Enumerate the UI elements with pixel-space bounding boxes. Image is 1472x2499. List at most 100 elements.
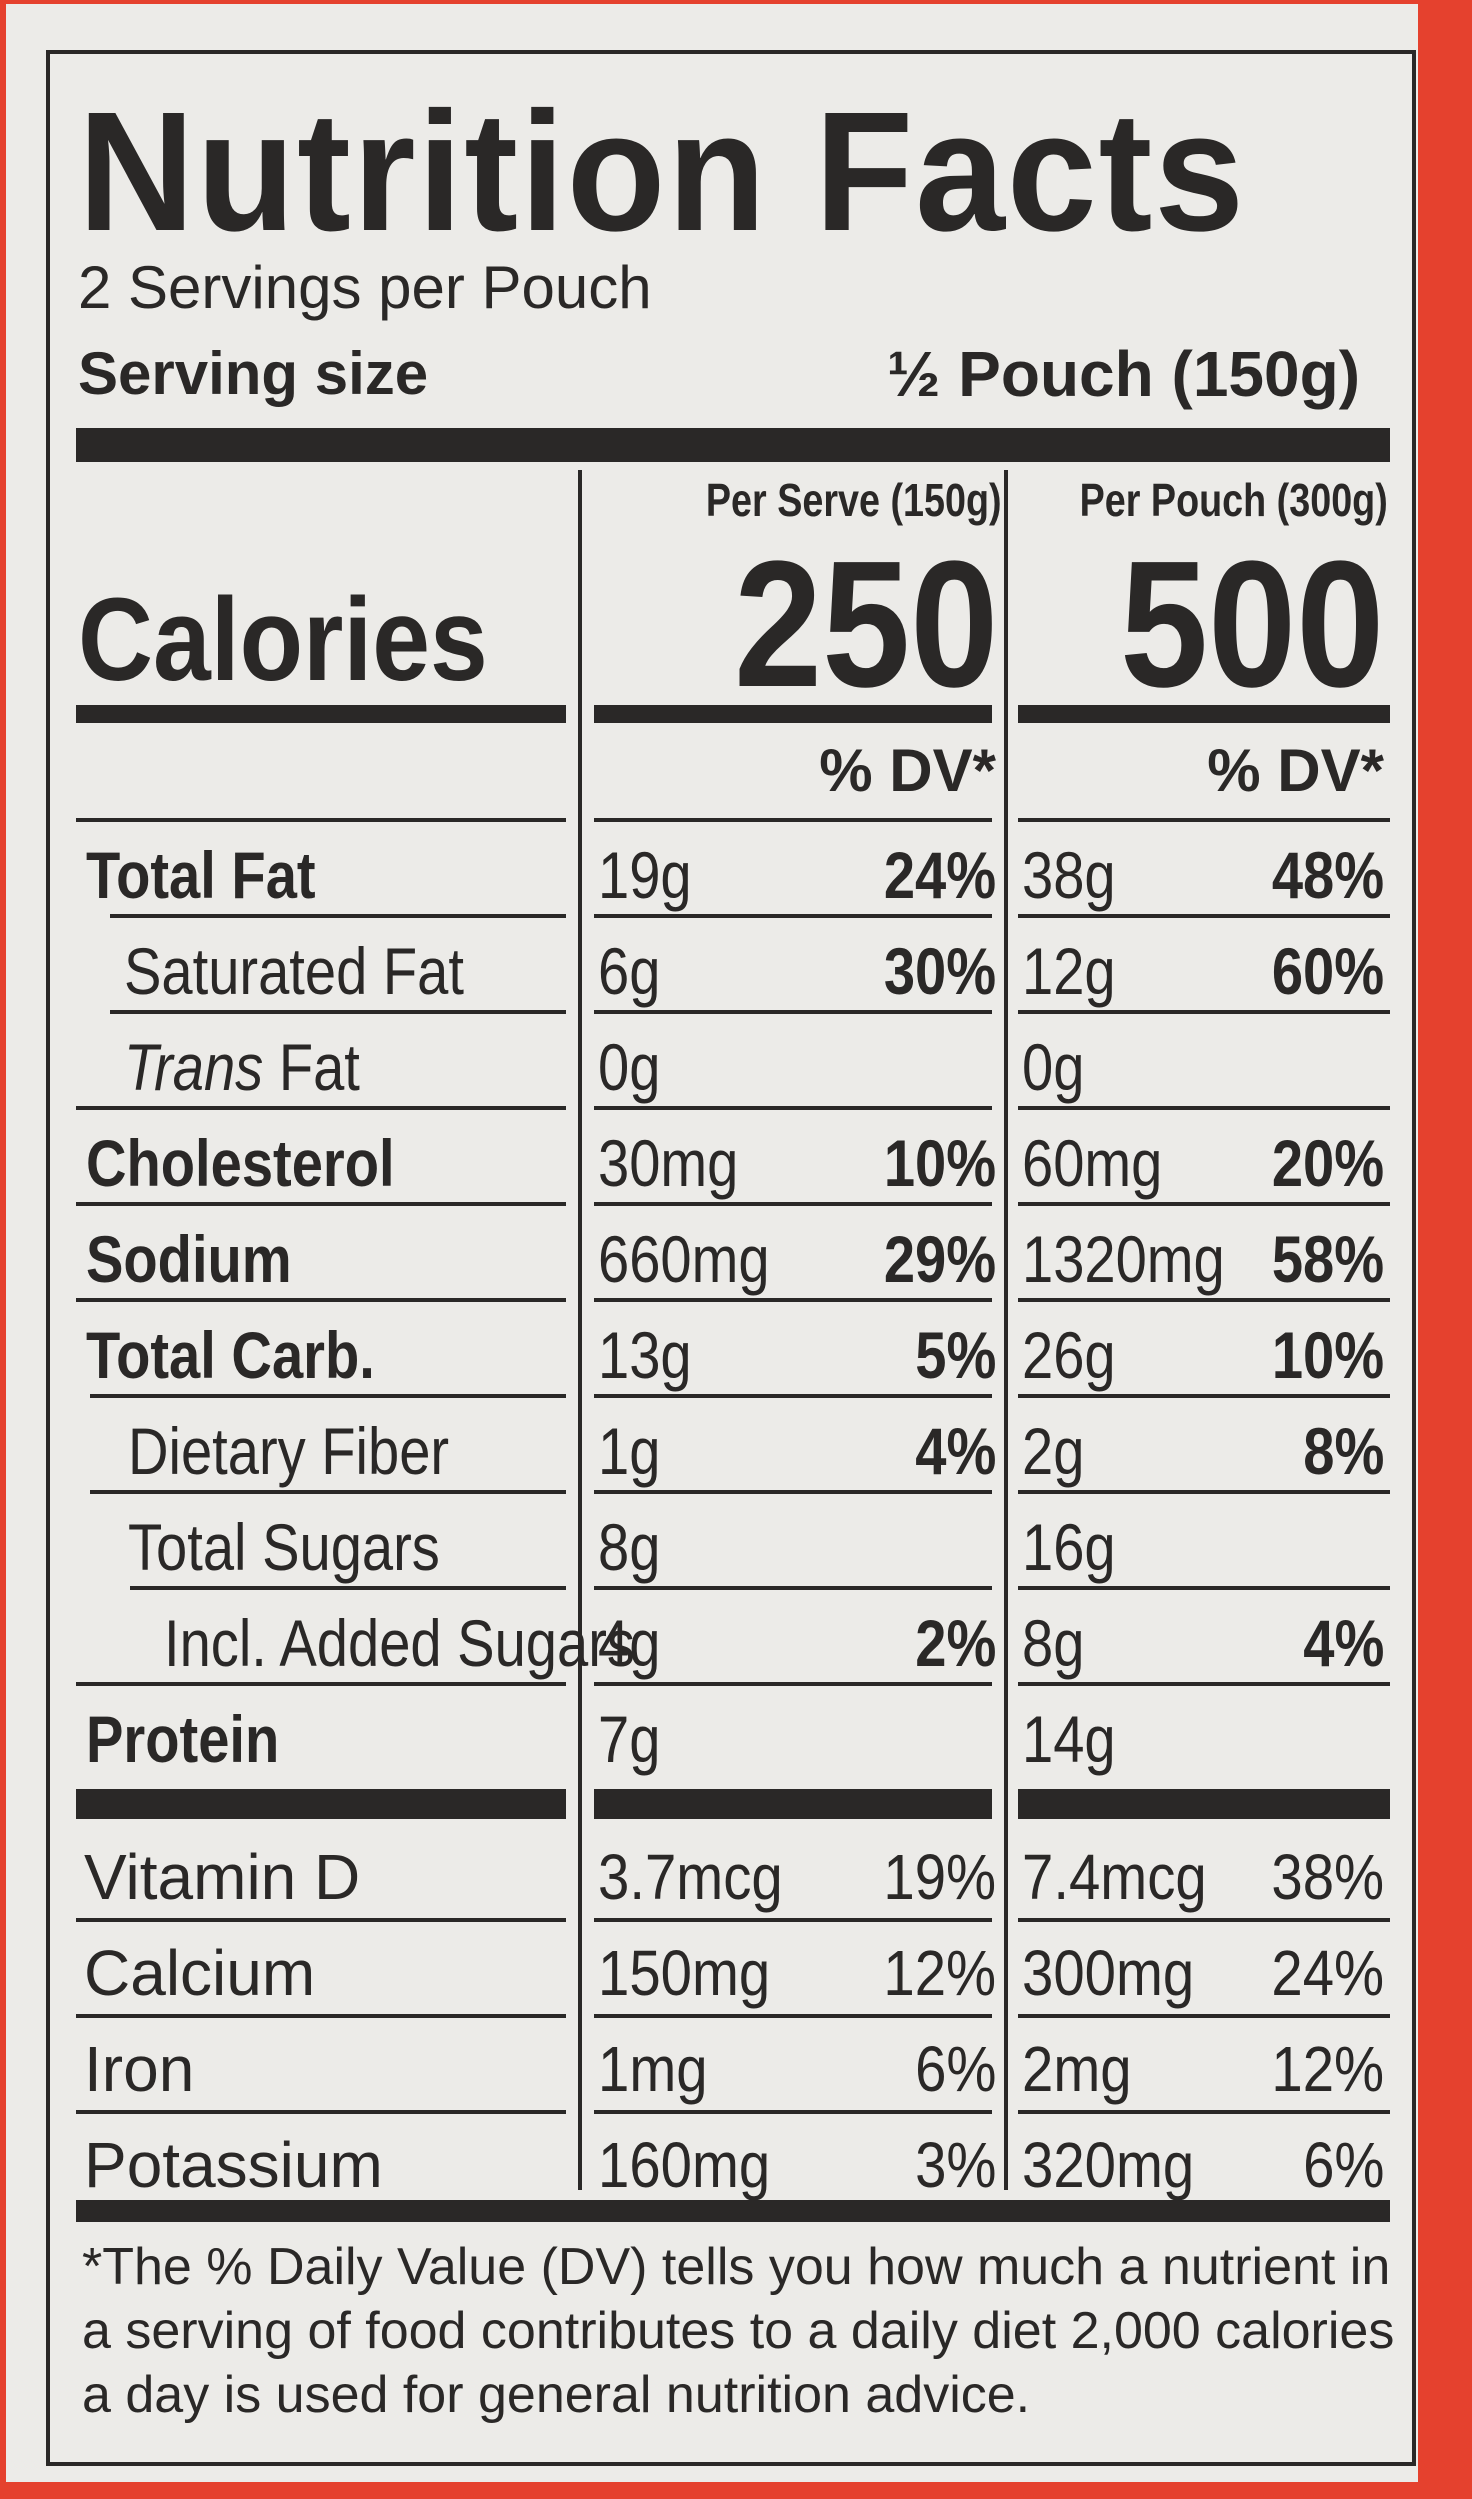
- nutrient-label: Total Carb.: [86, 1310, 375, 1400]
- nutrient-serve-amount: 8g: [598, 1510, 661, 1584]
- vitamin-pouch-dv: 12%: [1271, 2033, 1384, 2105]
- nutrient-label: Saturated Fat: [124, 926, 464, 1016]
- label-title: Nutrition Facts: [78, 77, 1246, 267]
- nutrient-pouch-amount: 8g: [1022, 1606, 1085, 1680]
- nutrient-label-italic: Trans: [124, 1030, 264, 1104]
- footnote-divider: [76, 2200, 1390, 2222]
- nutrient-label: Protein: [86, 1694, 279, 1784]
- nutrient-pouch-dv: 20%: [1271, 1126, 1384, 1200]
- nutrient-serve-amount: 30mg: [598, 1126, 739, 1200]
- vitamin-pouch-amount: 300mg: [1022, 1937, 1195, 2009]
- nutrient-serve-amount: 1g: [598, 1414, 661, 1488]
- nutrient-label-text: Cholesterol: [86, 1126, 395, 1200]
- row-divider: [594, 818, 992, 822]
- nutrient-serve-amount: 0g: [598, 1030, 661, 1104]
- calories-divider-serve: [594, 705, 992, 723]
- nutrient-label: Dietary Fiber: [128, 1406, 449, 1496]
- nutrient-serve-amount: 4g: [598, 1606, 661, 1680]
- nutrient-label: Trans Fat: [124, 1022, 360, 1112]
- column-divider-left: [578, 470, 582, 2190]
- row-divider: [594, 1682, 992, 1686]
- nutrient-serve-dv: 10%: [883, 1126, 996, 1200]
- vitamin-serve-amount: 160mg: [598, 2129, 771, 2201]
- row-divider: [1018, 1586, 1390, 1590]
- row-divider: [1018, 1394, 1390, 1398]
- nutrient-serve-amount: 7g: [598, 1702, 661, 1776]
- vitamin-pouch-dv: 6%: [1302, 2129, 1384, 2201]
- row-divider: [1018, 1918, 1390, 1922]
- nutrient-serve-amount: 19g: [598, 838, 692, 912]
- nutrient-pouch-amount: 16g: [1022, 1510, 1116, 1584]
- row-divider: [110, 914, 566, 918]
- dv-header-serve: % DV*: [819, 737, 996, 804]
- nutrient-serve-dv: 2%: [914, 1606, 996, 1680]
- row-divider: [594, 1106, 992, 1110]
- calories-label: Calories: [78, 574, 488, 706]
- row-divider: [594, 1918, 992, 1922]
- nutrient-pouch-amount: 38g: [1022, 838, 1116, 912]
- nutrient-pouch-amount: 12g: [1022, 934, 1116, 1008]
- nutrient-label-text: Fat: [263, 1030, 360, 1104]
- vitamin-divider-pouch: [1018, 1789, 1390, 1819]
- row-divider: [76, 818, 566, 822]
- row-divider: [76, 1918, 566, 1922]
- thick-divider: [76, 428, 1390, 462]
- row-divider: [594, 2014, 992, 2018]
- nutrient-pouch-amount: 1320mg: [1022, 1222, 1225, 1296]
- nutrient-serve-dv: 24%: [883, 838, 996, 912]
- row-divider: [76, 1202, 566, 1206]
- nutrient-serve-amount: 6g: [598, 934, 661, 1008]
- vitamin-serve-dv: 3%: [914, 2129, 996, 2201]
- nutrient-serve-amount: 13g: [598, 1318, 692, 1392]
- row-divider: [76, 1682, 566, 1686]
- row-divider: [1018, 2110, 1390, 2114]
- vitamin-serve-amount: 150mg: [598, 1937, 771, 2009]
- nutrient-pouch-dv: 60%: [1271, 934, 1384, 1008]
- nutrient-serve-dv: 5%: [914, 1318, 996, 1392]
- nutrient-pouch-amount: 2g: [1022, 1414, 1085, 1488]
- nutrient-label-text: Incl. Added Sugars: [164, 1606, 635, 1680]
- vitamin-serve-dv: 19%: [883, 1841, 996, 1913]
- row-divider: [594, 2110, 992, 2114]
- vitamin-pouch-dv: 24%: [1271, 1937, 1384, 2009]
- label-background: [6, 4, 1418, 2482]
- row-divider: [76, 1298, 566, 1302]
- servings-per-container: 2 Servings per Pouch: [78, 254, 652, 321]
- nutrient-pouch-dv: 48%: [1271, 838, 1384, 912]
- nutrient-pouch-amount: 14g: [1022, 1702, 1116, 1776]
- nutrient-pouch-dv: 8%: [1302, 1414, 1384, 1488]
- daily-value-footnote: *The % Daily Value (DV) tells you how mu…: [82, 2238, 1395, 2424]
- row-divider: [76, 2110, 566, 2114]
- vitamin-label: Vitamin D: [84, 1841, 361, 1913]
- nutrient-label: Total Sugars: [128, 1502, 440, 1592]
- serving-size-label: Serving size: [78, 340, 429, 407]
- nutrient-serve-amount: 660mg: [598, 1222, 770, 1296]
- vitamin-label: Calcium: [84, 1937, 316, 2009]
- nutrient-pouch-dv: 58%: [1271, 1222, 1384, 1296]
- nutrient-pouch-dv: 10%: [1271, 1318, 1384, 1392]
- nutrient-pouch-amount: 60mg: [1022, 1126, 1163, 1200]
- nutrient-label-text: Total Carb.: [86, 1318, 375, 1392]
- nutrient-serve-dv: 29%: [883, 1222, 996, 1296]
- vitamin-label: Potassium: [84, 2129, 383, 2201]
- vitamin-divider-label: [76, 1789, 566, 1819]
- nutrient-label-text: Sodium: [86, 1222, 292, 1296]
- row-divider: [594, 1298, 992, 1302]
- row-divider: [594, 1586, 992, 1590]
- nutrient-pouch-amount: 0g: [1022, 1030, 1085, 1104]
- nutrient-label-text: Protein: [86, 1702, 280, 1776]
- nutrient-label-text: Total Sugars: [128, 1510, 440, 1584]
- nutrient-label: Cholesterol: [86, 1118, 395, 1208]
- row-divider: [76, 2014, 566, 2018]
- calories-pouch: 500: [1119, 524, 1384, 725]
- vitamin-label: Iron: [84, 2033, 195, 2105]
- vitamin-serve-amount: 1mg: [598, 2033, 708, 2105]
- vitamin-pouch-amount: 2mg: [1022, 2033, 1132, 2105]
- nutrient-label-text: Saturated Fat: [124, 934, 464, 1008]
- row-divider: [1018, 1298, 1390, 1302]
- row-divider: [110, 1010, 566, 1014]
- row-divider: [76, 1106, 566, 1110]
- nutrient-label-text: Total Fat: [86, 838, 316, 912]
- vitamin-serve-amount: 3.7mcg: [598, 1841, 783, 1913]
- row-divider: [594, 1490, 992, 1494]
